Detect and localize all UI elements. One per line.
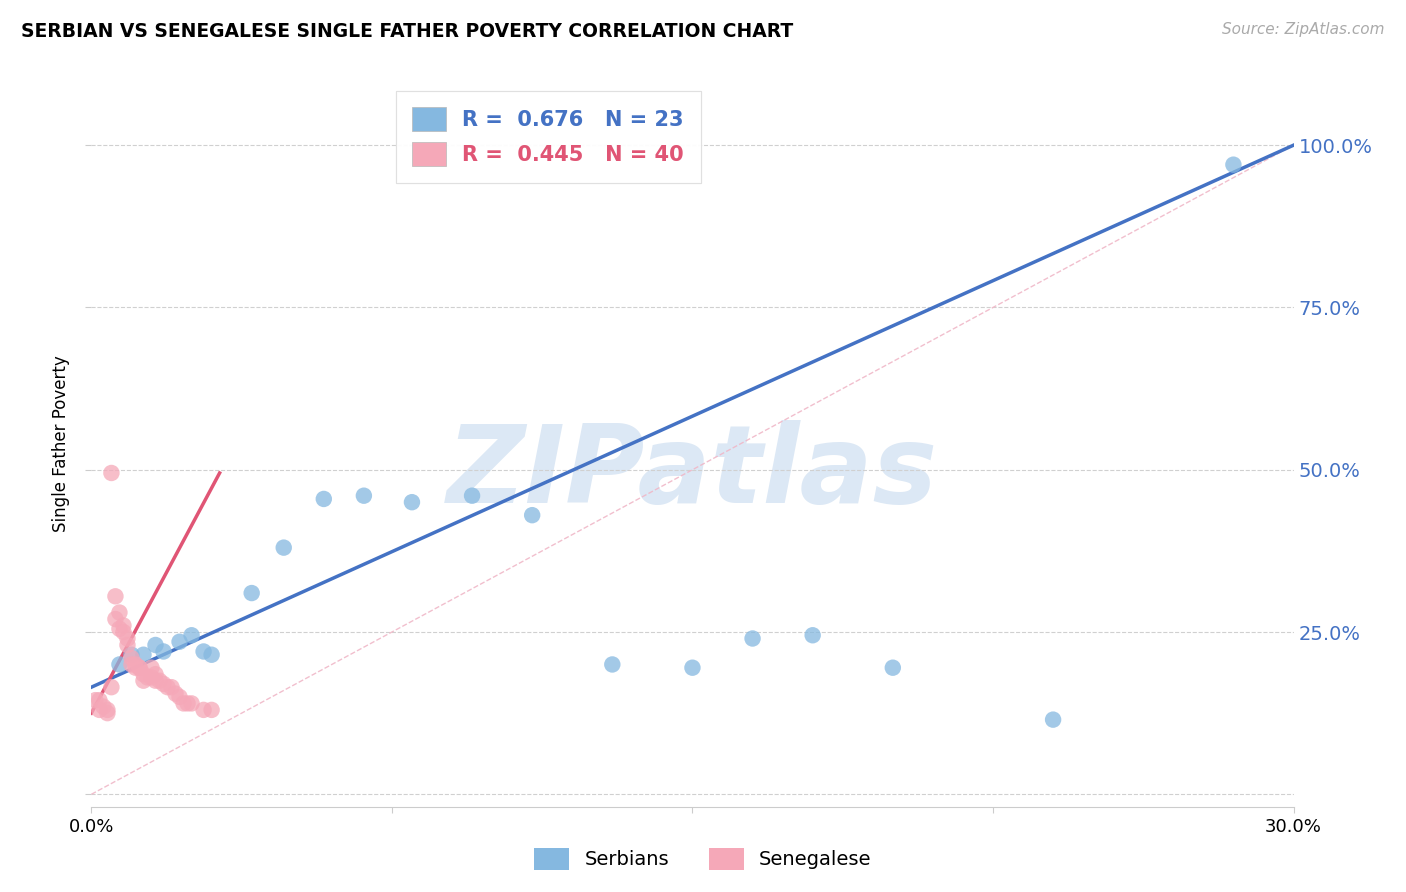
Text: Source: ZipAtlas.com: Source: ZipAtlas.com bbox=[1222, 22, 1385, 37]
Point bbox=[104, 590, 127, 604]
Point bbox=[124, 661, 146, 675]
Point bbox=[165, 687, 187, 701]
Point bbox=[152, 677, 174, 691]
Point bbox=[193, 644, 215, 658]
Point bbox=[128, 661, 150, 675]
Point bbox=[193, 703, 215, 717]
Text: SERBIAN VS SENEGALESE SINGLE FATHER POVERTY CORRELATION CHART: SERBIAN VS SENEGALESE SINGLE FATHER POVE… bbox=[21, 22, 793, 41]
Point bbox=[1222, 158, 1244, 172]
Point bbox=[401, 495, 423, 509]
Point bbox=[121, 657, 143, 672]
Point bbox=[1042, 713, 1064, 727]
Point bbox=[132, 648, 155, 662]
Point bbox=[312, 491, 335, 506]
Point bbox=[132, 673, 155, 688]
Point bbox=[156, 680, 179, 694]
Point bbox=[96, 706, 118, 720]
Point bbox=[121, 648, 143, 662]
Y-axis label: Single Father Poverty: Single Father Poverty bbox=[52, 355, 70, 533]
Point bbox=[176, 697, 198, 711]
Point bbox=[201, 703, 224, 717]
Point bbox=[145, 667, 167, 681]
Point bbox=[96, 703, 118, 717]
Point bbox=[353, 489, 375, 503]
Point bbox=[681, 661, 703, 675]
Point bbox=[145, 638, 167, 652]
Point bbox=[108, 622, 131, 636]
Point bbox=[93, 699, 115, 714]
Point bbox=[84, 693, 107, 707]
Point bbox=[169, 634, 191, 648]
Point bbox=[169, 690, 191, 704]
Point bbox=[117, 632, 139, 646]
Point bbox=[141, 670, 163, 684]
Point bbox=[240, 586, 263, 600]
Point bbox=[108, 657, 131, 672]
Point bbox=[201, 648, 224, 662]
Point bbox=[522, 508, 544, 523]
Point bbox=[104, 612, 127, 626]
Point bbox=[801, 628, 824, 642]
Point bbox=[108, 606, 131, 620]
Point bbox=[180, 628, 202, 642]
Point bbox=[160, 680, 183, 694]
Point bbox=[152, 644, 174, 658]
Point bbox=[180, 697, 202, 711]
Point bbox=[132, 667, 155, 681]
Point bbox=[117, 638, 139, 652]
Point bbox=[148, 673, 170, 688]
Point bbox=[136, 670, 159, 684]
Point bbox=[741, 632, 763, 646]
Point bbox=[273, 541, 295, 555]
Text: ZIPatlas: ZIPatlas bbox=[447, 420, 938, 526]
Point bbox=[602, 657, 624, 672]
Point bbox=[145, 673, 167, 688]
Legend: R =  0.676   N = 23, R =  0.445   N = 40: R = 0.676 N = 23, R = 0.445 N = 40 bbox=[395, 91, 700, 183]
Point bbox=[121, 651, 143, 665]
Point bbox=[882, 661, 904, 675]
Point bbox=[89, 693, 111, 707]
Point bbox=[173, 697, 195, 711]
Point bbox=[89, 703, 111, 717]
Point bbox=[141, 661, 163, 675]
Point bbox=[100, 466, 122, 480]
Legend: Serbians, Senegalese: Serbians, Senegalese bbox=[527, 839, 879, 878]
Point bbox=[128, 661, 150, 675]
Point bbox=[124, 657, 146, 672]
Point bbox=[100, 680, 122, 694]
Point bbox=[461, 489, 484, 503]
Point bbox=[112, 618, 135, 632]
Point bbox=[112, 625, 135, 640]
